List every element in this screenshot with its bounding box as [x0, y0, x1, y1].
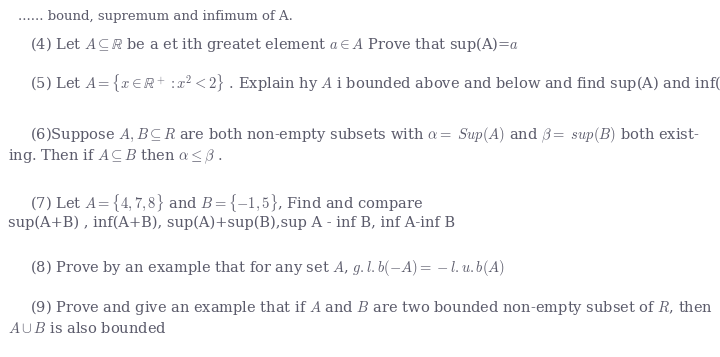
Text: sup(A+B) , inf(A+B), sup(A)+sup(B),sup A - inf B, inf A-inf B: sup(A+B) , inf(A+B), sup(A)+sup(B),sup A…	[8, 216, 455, 230]
Text: (5) Let $A = \{x \in \mathbb{R}^+ : x^2 < 2\}$ . Explain hy $A$ i bounded above : (5) Let $A = \{x \in \mathbb{R}^+ : x^2 …	[30, 72, 720, 94]
Text: (4) Let $A \subseteq \mathbb{R}$ be a et ith greatet element $a \in A$ Prove tha: (4) Let $A \subseteq \mathbb{R}$ be a et…	[30, 35, 519, 54]
Text: (7) Let $A = \{4, 7, 8\}$ and $B = \{-1, 5\}$, Find and compare: (7) Let $A = \{4, 7, 8\}$ and $B = \{-1,…	[30, 193, 423, 214]
Text: (6)Suppose $A, B \subseteq R$ are both non-empty subsets with $\alpha =$ $Sup(A): (6)Suppose $A, B \subseteq R$ are both n…	[30, 125, 700, 145]
Text: (9) Prove and give an example that if $A$ and $B$ are two bounded non-empty subs: (9) Prove and give an example that if $A…	[30, 298, 713, 317]
Text: ...... bound, supremum and infimum of A.: ...... bound, supremum and infimum of A.	[18, 10, 293, 23]
Text: (8) Prove by an example that for any set $A$, $g.l.b(-A) = -l.u.b(A)$: (8) Prove by an example that for any set…	[30, 258, 505, 278]
Text: $A \cup B$ is also bounded: $A \cup B$ is also bounded	[8, 321, 167, 336]
Text: ing. Then if $A \subseteq B$ then $\alpha \leq \beta$ .: ing. Then if $A \subseteq B$ then $\alph…	[8, 148, 222, 166]
